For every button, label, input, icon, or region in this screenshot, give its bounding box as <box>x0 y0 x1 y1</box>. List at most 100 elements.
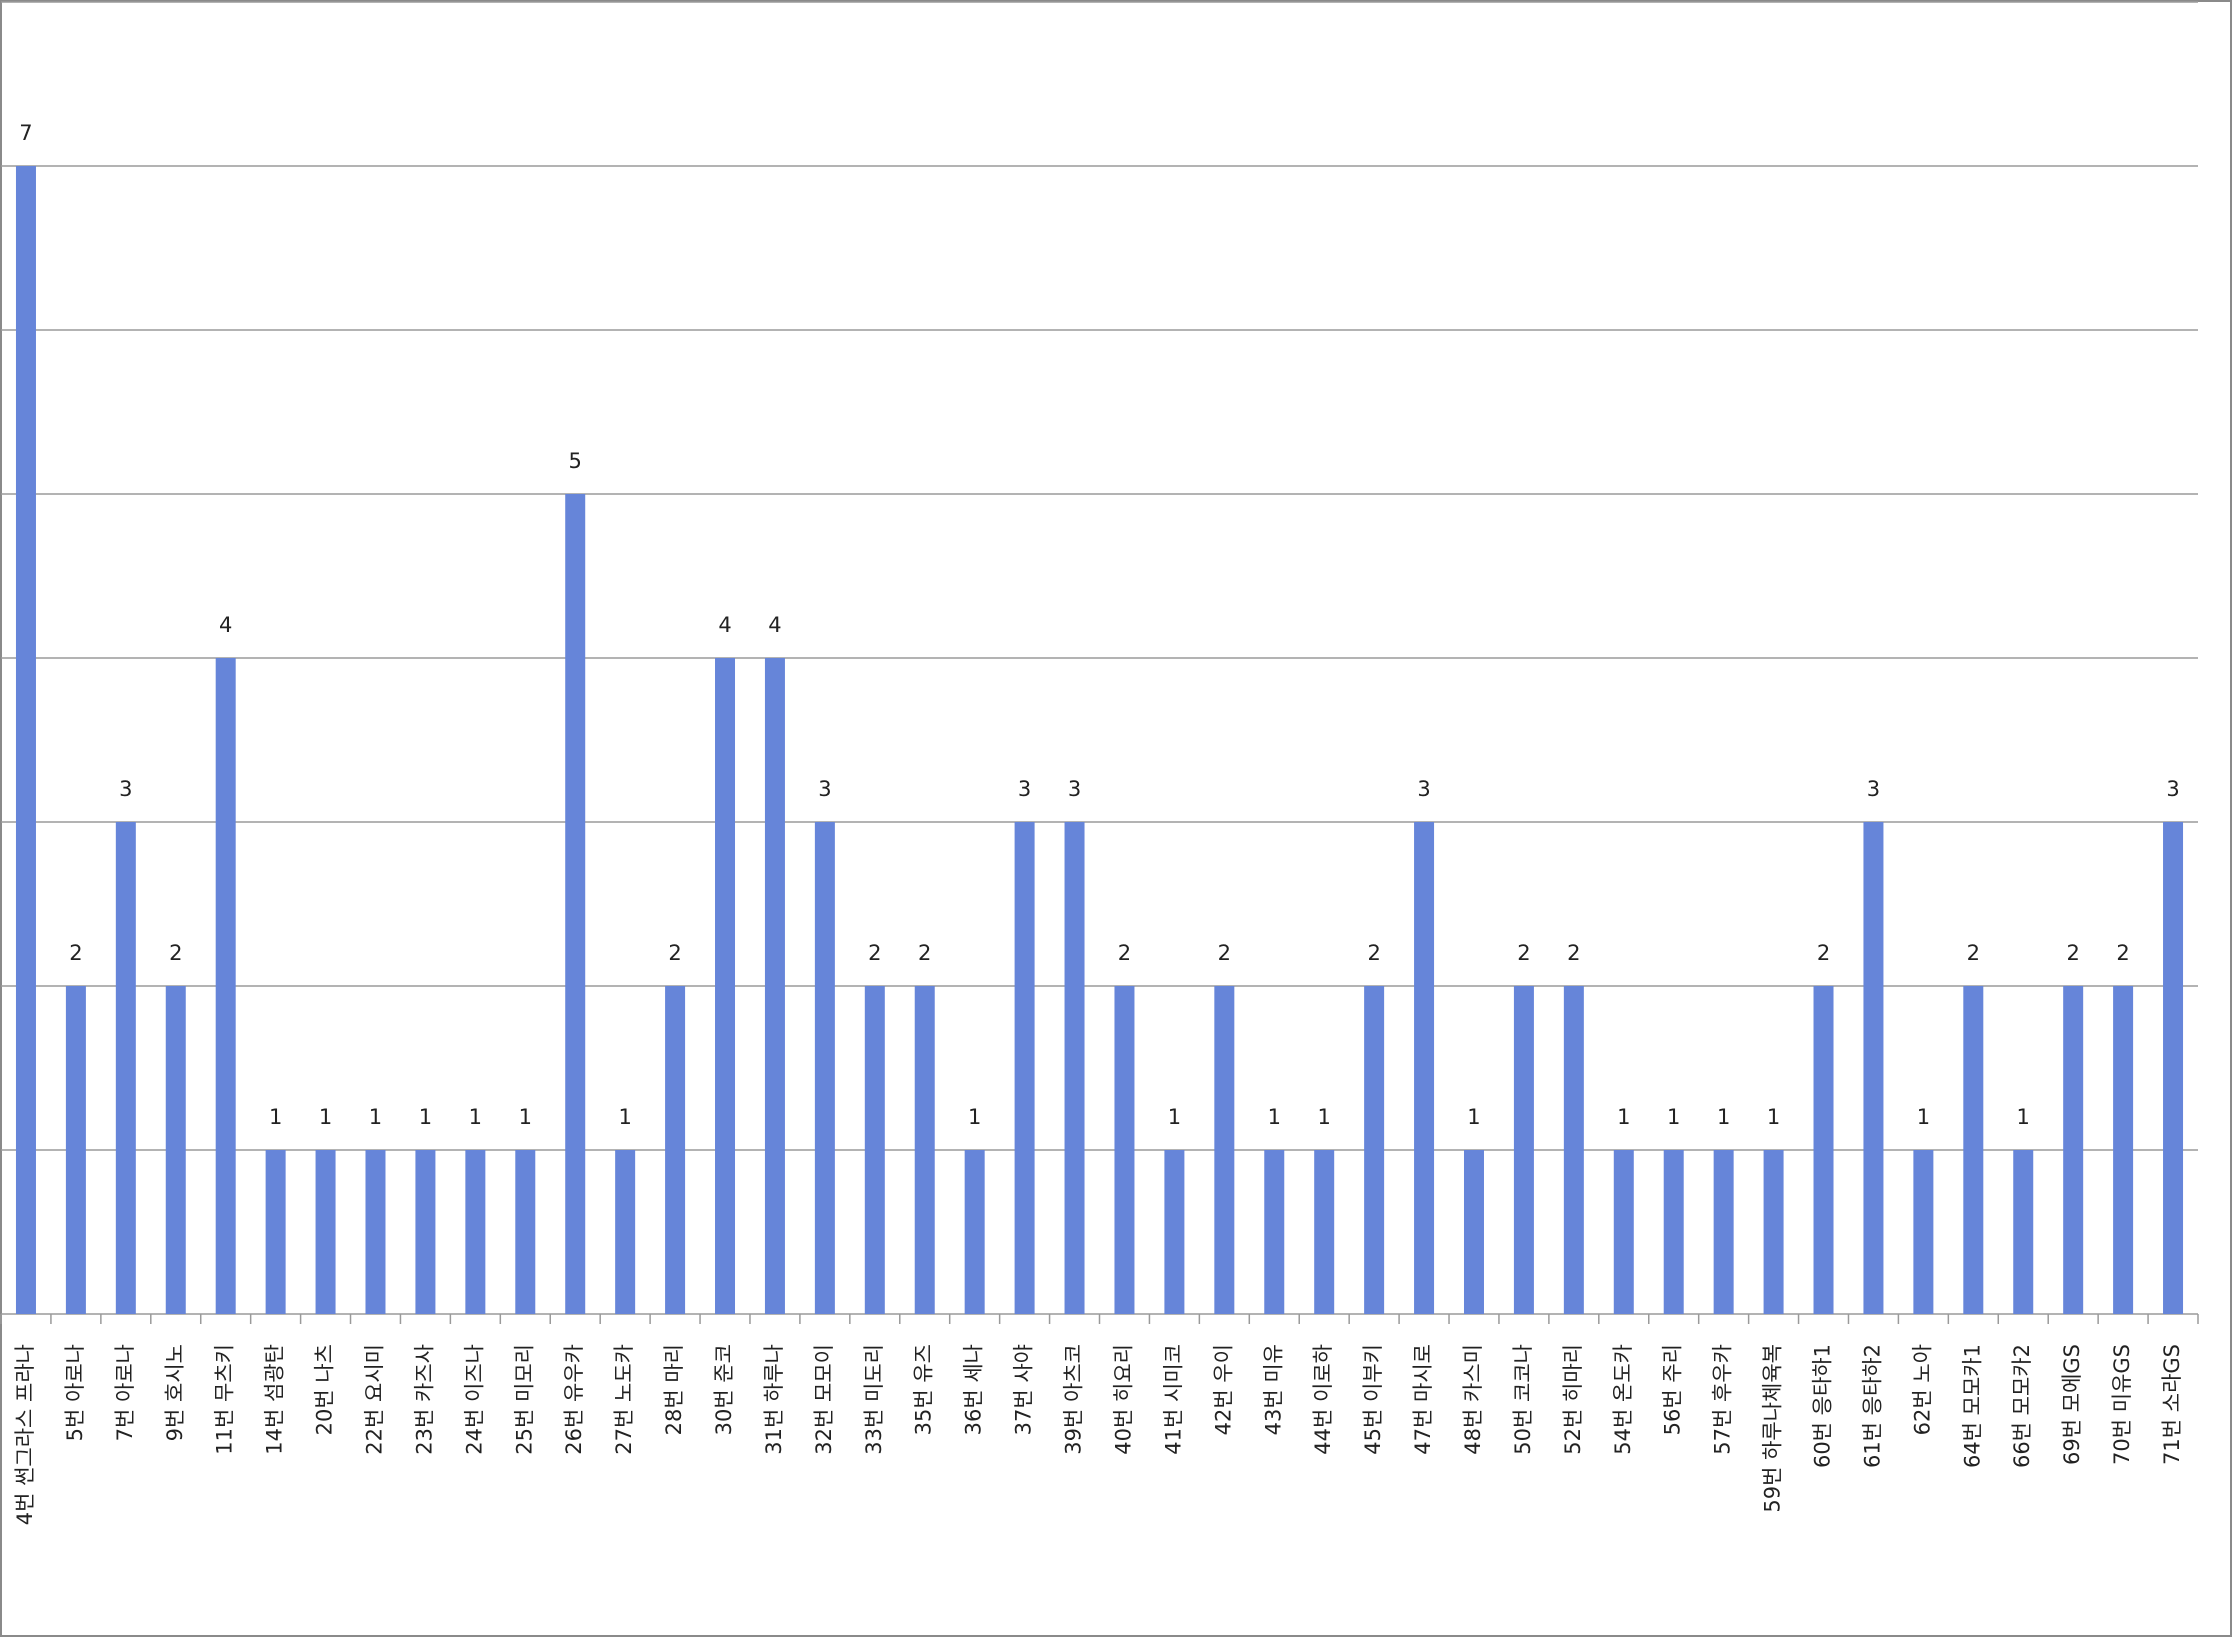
x-tick-label: 45번 이부키 <box>1361 1344 1385 1455</box>
data-label: 2 <box>1118 941 1131 965</box>
bar <box>1064 822 1085 1314</box>
data-label: 1 <box>319 1105 332 1129</box>
data-label: 2 <box>169 941 182 965</box>
bar <box>2063 986 2084 1314</box>
x-tick-label: 50번 코코나 <box>1511 1344 1535 1455</box>
bar <box>1364 986 1385 1314</box>
data-label: 2 <box>2066 941 2079 965</box>
bar <box>1414 822 1435 1314</box>
data-label: 1 <box>469 1105 482 1129</box>
x-tick-label: 71번 소라GS <box>2160 1344 2184 1465</box>
data-label: 4 <box>718 613 731 637</box>
x-tick-label: 43번 미유 <box>1261 1344 1285 1435</box>
bar <box>1863 822 1884 1314</box>
bar <box>964 1150 985 1314</box>
data-label: 3 <box>2166 777 2179 801</box>
bar <box>565 494 586 1314</box>
x-tick-label: 31번 하루나 <box>762 1344 786 1455</box>
x-tick-label: 42번 우이 <box>1211 1344 1235 1435</box>
bar <box>1114 986 1135 1314</box>
data-label: 1 <box>1617 1105 1630 1129</box>
data-label: 1 <box>519 1105 532 1129</box>
x-tick-label: 33번 미도리 <box>862 1344 886 1455</box>
bar <box>1563 986 1584 1314</box>
data-label: 2 <box>1817 941 1830 965</box>
data-label: 2 <box>1967 941 1980 965</box>
x-tick-label: 20번 나츠 <box>313 1344 337 1435</box>
data-label: 1 <box>1667 1105 1680 1129</box>
bar <box>1264 1150 1285 1314</box>
data-label: 1 <box>1917 1105 1930 1129</box>
bar <box>465 1150 486 1314</box>
x-tick-label: 14번 섬광탄 <box>263 1344 287 1455</box>
bar <box>1014 822 1035 1314</box>
data-label: 3 <box>1867 777 1880 801</box>
x-tick-label: 52번 히마리 <box>1561 1344 1585 1455</box>
data-label: 2 <box>1567 941 1580 965</box>
bar <box>15 166 36 1314</box>
x-tick-label: 64번 모모카1 <box>1960 1344 1984 1468</box>
x-tick-label: 5번 아로나 <box>63 1344 87 1441</box>
data-label: 1 <box>1767 1105 1780 1129</box>
x-tick-label: 22번 요시미 <box>362 1344 386 1455</box>
x-tick-label: 54번 온도카 <box>1611 1344 1635 1455</box>
x-tick-label: 23번 카즈사 <box>412 1344 436 1455</box>
bar <box>1463 1150 1484 1314</box>
bar <box>2163 822 2184 1314</box>
data-label: 4 <box>768 613 781 637</box>
data-label: 3 <box>1018 777 1031 801</box>
data-label: 1 <box>1467 1105 1480 1129</box>
x-tick-label: 28번 마리 <box>662 1344 686 1435</box>
bar <box>2113 986 2134 1314</box>
data-label: 4 <box>219 613 232 637</box>
bar <box>1763 1150 1784 1314</box>
x-tick-label: 37번 사야 <box>1012 1344 1036 1435</box>
bar <box>2013 1150 2034 1314</box>
bar <box>1813 986 1834 1314</box>
bar <box>365 1150 386 1314</box>
x-tick-label: 69번 모에GS <box>2060 1344 2084 1465</box>
data-label: 1 <box>1717 1105 1730 1129</box>
data-label: 1 <box>618 1105 631 1129</box>
x-tick-label: 57번 후우카 <box>1711 1344 1735 1455</box>
x-tick-label: 35번 유즈 <box>912 1344 936 1435</box>
x-tick-label: 41번 시미코 <box>1161 1344 1185 1455</box>
data-label: 3 <box>818 777 831 801</box>
x-tick-label: 24번 이즈나 <box>462 1344 486 1455</box>
data-label: 2 <box>918 941 931 965</box>
x-tick-label: 66번 모모카2 <box>2010 1344 2034 1468</box>
data-label: 1 <box>1168 1105 1181 1129</box>
bar <box>764 658 785 1314</box>
data-label: 3 <box>1417 777 1430 801</box>
x-tick-label: 40번 히요리 <box>1111 1344 1135 1455</box>
x-tick-label: 4번 썬그라스 프라나 <box>13 1344 37 1525</box>
bar <box>1913 1150 1934 1314</box>
x-tick-label: 36번 세나 <box>962 1344 986 1435</box>
bar <box>1164 1150 1185 1314</box>
bar <box>1214 986 1235 1314</box>
x-tick-label: 70번 미유GS <box>2110 1344 2134 1465</box>
data-label: 2 <box>69 941 82 965</box>
bar <box>1314 1150 1335 1314</box>
bar <box>265 1150 286 1314</box>
x-tick-label: 27번 노도카 <box>612 1344 636 1455</box>
bar <box>115 822 136 1314</box>
bar <box>1713 1150 1734 1314</box>
data-label: 1 <box>369 1105 382 1129</box>
bar <box>914 986 935 1314</box>
bar <box>615 1150 636 1314</box>
x-tick-label: 30번 준코 <box>712 1344 736 1435</box>
bar <box>864 986 885 1314</box>
data-label: 2 <box>1367 941 1380 965</box>
data-label: 1 <box>2017 1105 2030 1129</box>
bar <box>165 986 186 1314</box>
x-tick-label: 25번 미모리 <box>512 1344 536 1455</box>
bar <box>814 822 835 1314</box>
data-label: 1 <box>269 1105 282 1129</box>
bar <box>215 658 236 1314</box>
data-label: 3 <box>1068 777 1081 801</box>
data-label: 2 <box>1218 941 1231 965</box>
x-tick-label: 32번 모모이 <box>812 1344 836 1455</box>
